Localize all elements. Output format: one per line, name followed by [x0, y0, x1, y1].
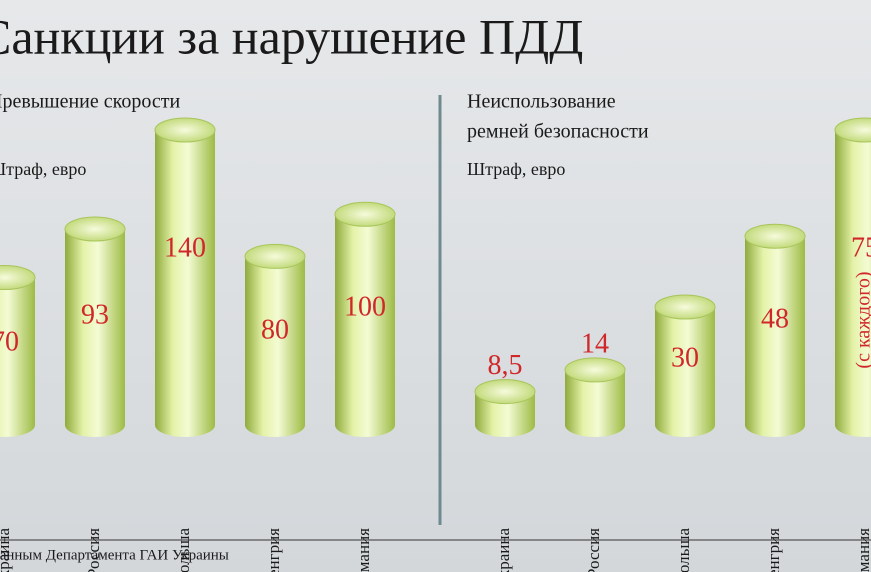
value-label: 93 — [81, 300, 109, 331]
chart-title: Неиспользование — [467, 91, 616, 113]
page-title: Санкции за нарушение ПДД — [0, 8, 583, 64]
cylinder-top — [834, 117, 871, 143]
value-label: 30 — [671, 343, 699, 374]
bar — [0, 277, 35, 425]
x-tick-label: Венгрия — [764, 528, 783, 572]
cylinder-top — [334, 201, 396, 227]
value-label: 75 — [851, 232, 871, 263]
chart-title: Превышение скорости — [0, 91, 180, 113]
chart-title: ремней безопасности — [467, 121, 649, 143]
cylinder-top — [64, 216, 126, 242]
cylinder-top — [654, 294, 716, 320]
bar — [835, 130, 871, 425]
value-label: 8,5 — [488, 350, 523, 381]
y-axis-label: Штраф, евро — [467, 159, 565, 179]
x-tick-label: Германия — [354, 528, 373, 572]
value-label: 70 — [0, 326, 19, 357]
cylinder-top — [244, 243, 306, 269]
value-label: 48 — [761, 304, 789, 335]
x-tick-label: Венгрия — [264, 528, 283, 572]
value-label: 80 — [261, 315, 289, 346]
cylinder-top — [744, 223, 806, 249]
x-tick-label: Германия — [854, 528, 871, 572]
value-label: 100 — [344, 292, 386, 323]
x-tick-label: Польша — [674, 528, 693, 572]
y-axis-label: Штраф, евро — [0, 159, 86, 179]
bar — [655, 307, 715, 425]
x-tick-label: Украина — [494, 528, 513, 572]
cylinder-top — [154, 117, 216, 143]
annotation: (с каждого) — [853, 271, 871, 368]
bar — [155, 130, 215, 425]
cylinder-top — [474, 379, 536, 405]
cylinder-top — [0, 265, 36, 290]
value-label: 140 — [164, 232, 206, 263]
bar — [745, 236, 805, 425]
x-tick-label: Украина — [0, 528, 13, 572]
x-tick-label: Россия — [584, 528, 603, 572]
source: По данным Департамента ГАИ Украины — [0, 547, 229, 563]
x-tick-label: Польша — [174, 528, 193, 572]
bar — [245, 256, 305, 425]
bar — [335, 214, 395, 425]
value-label: 14 — [581, 328, 609, 359]
x-tick-label: Россия — [84, 528, 103, 572]
cylinder-top — [564, 357, 626, 383]
bar — [65, 229, 125, 425]
